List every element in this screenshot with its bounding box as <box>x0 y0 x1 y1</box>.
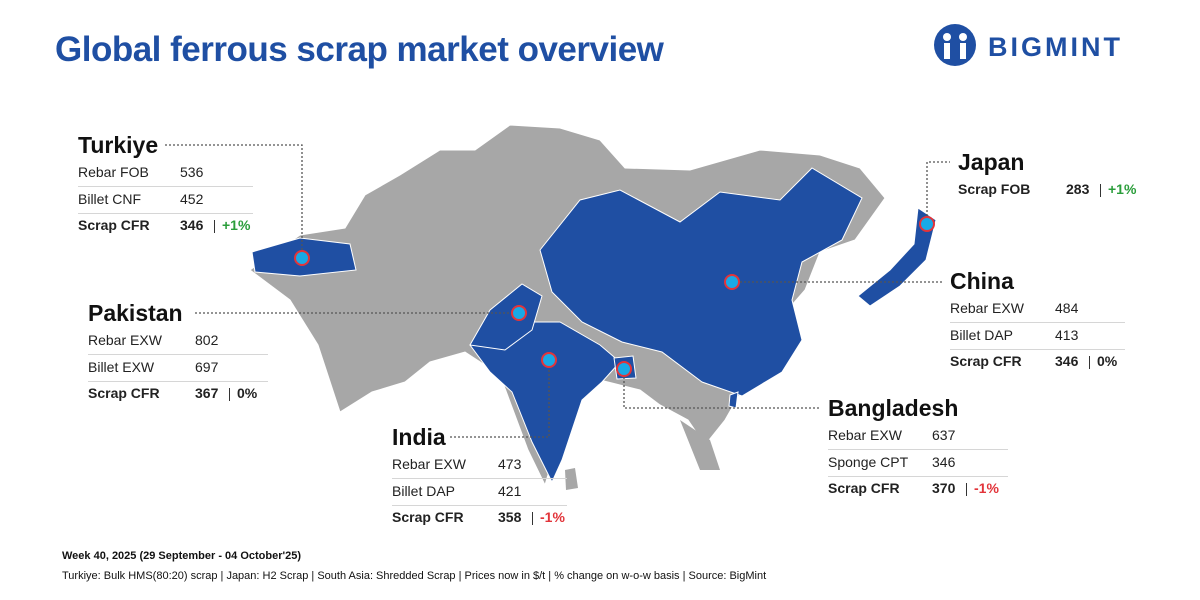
row-price: 637 <box>932 427 956 443</box>
row-item: Rebar EXW <box>392 456 466 472</box>
row-price: 346 <box>180 217 204 233</box>
row-separator <box>950 322 1125 323</box>
row-separator <box>828 449 1008 450</box>
leader-line <box>450 360 550 438</box>
row-price: 358 <box>498 509 522 525</box>
row-change: +1% <box>222 217 251 233</box>
row-separator <box>78 212 253 214</box>
divider <box>229 388 230 401</box>
marker <box>511 305 527 321</box>
land-grey <box>565 468 578 490</box>
row-change: 0% <box>237 385 258 401</box>
row-item: Billet EXW <box>88 358 155 375</box>
row-separator <box>950 348 1125 350</box>
row-item: Scrap CFR <box>78 217 150 233</box>
row-change: -1% <box>540 509 565 525</box>
row-price: 346 <box>1055 353 1079 369</box>
divider <box>214 220 215 233</box>
row-separator <box>88 354 268 355</box>
row-item: Scrap CFR <box>828 480 900 496</box>
row-price: 283 <box>1066 181 1090 197</box>
row-change: 0% <box>1097 353 1118 369</box>
row-item: Rebar EXW <box>88 332 162 348</box>
row-separator <box>88 380 268 382</box>
marker <box>616 361 632 377</box>
logo-text: BIGMINT <box>988 32 1123 62</box>
row-change: -1% <box>974 480 999 496</box>
island-taiwan <box>728 391 739 409</box>
marker <box>294 250 310 266</box>
row-price: 697 <box>195 358 219 375</box>
row-item: Scrap CFR <box>950 353 1022 369</box>
leader-line <box>623 369 820 409</box>
row-price: 802 <box>195 332 219 348</box>
divider <box>532 512 533 525</box>
country-name: Pakistan <box>88 300 183 326</box>
row-price: 421 <box>498 482 522 499</box>
country-china <box>539 167 863 397</box>
footer-period: Week 40, 2025 (29 September - 04 October… <box>62 550 302 562</box>
row-item: Billet CNF <box>78 190 142 207</box>
marker <box>724 274 740 290</box>
footer-note: Turkiye: Bulk HMS(80:20) scrap | Japan: … <box>62 570 767 582</box>
row-separator <box>78 186 253 187</box>
row-price: 536 <box>180 164 204 180</box>
marker <box>541 352 557 368</box>
divider <box>966 483 967 496</box>
country-india <box>469 321 621 484</box>
row-item: Scrap CFR <box>392 509 464 525</box>
country-name: Turkiye <box>78 132 159 158</box>
row-item: Scrap CFR <box>88 385 160 401</box>
row-price: 346 <box>932 453 956 470</box>
row-price: 484 <box>1055 300 1079 316</box>
row-item: Rebar FOB <box>78 164 149 180</box>
row-item: Billet DAP <box>392 482 456 499</box>
country-name: India <box>392 424 446 450</box>
row-price: 473 <box>498 456 522 472</box>
row-item: Rebar EXW <box>950 300 1024 316</box>
leader-line <box>926 161 950 224</box>
leader-line <box>165 144 303 258</box>
row-separator <box>392 504 567 506</box>
logo-icon <box>934 24 976 66</box>
title: Global ferrous scrap market overview <box>55 30 664 69</box>
row-item: Rebar EXW <box>828 427 902 443</box>
row-price: 413 <box>1055 326 1079 343</box>
land-grey <box>680 420 720 470</box>
row-change: +1% <box>1108 181 1137 197</box>
row-price: 370 <box>932 480 956 496</box>
country-name: Japan <box>958 149 1025 175</box>
marker <box>919 216 935 232</box>
divider <box>1089 356 1090 369</box>
row-separator <box>828 475 1008 477</box>
row-separator <box>392 478 567 479</box>
divider <box>1100 184 1101 197</box>
country-name: China <box>950 268 1014 294</box>
row-item: Scrap FOB <box>958 181 1031 197</box>
country-pakistan <box>469 283 543 351</box>
row-item: Sponge CPT <box>828 453 909 470</box>
row-price: 452 <box>180 190 204 207</box>
row-price: 367 <box>195 385 219 401</box>
row-item: Billet DAP <box>950 326 1014 343</box>
country-name: Bangladesh <box>828 395 959 421</box>
